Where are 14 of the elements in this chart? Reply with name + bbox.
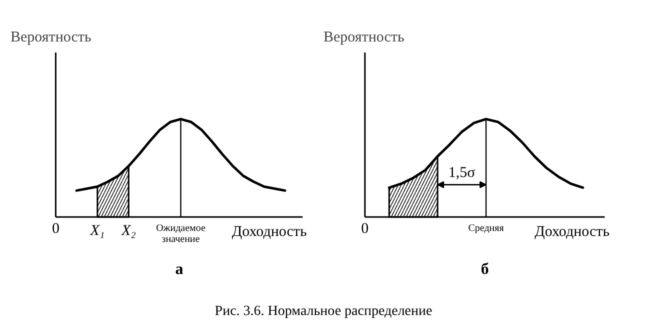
y-axis-title: Вероятность (10, 30, 92, 46)
x-tick-label: Средняя (468, 223, 504, 234)
x-tick-label: 0 (52, 221, 60, 238)
annotation: 1,5σ (448, 164, 476, 181)
x-tick-label: X₂ (120, 223, 136, 240)
x-axis-title: Доходность (232, 224, 307, 240)
y-axis-title: Вероятность (324, 30, 404, 46)
x-axis-title: Доходность (534, 224, 610, 240)
text: б (480, 261, 489, 278)
text: Рис. 3.6. Нормальное распределение (214, 304, 432, 319)
x-tick-label: X₁ (89, 223, 105, 240)
x-tick-label: 0 (361, 221, 369, 238)
text: а (175, 261, 184, 278)
x-tick-label: Ожидаемое значение (156, 223, 206, 246)
